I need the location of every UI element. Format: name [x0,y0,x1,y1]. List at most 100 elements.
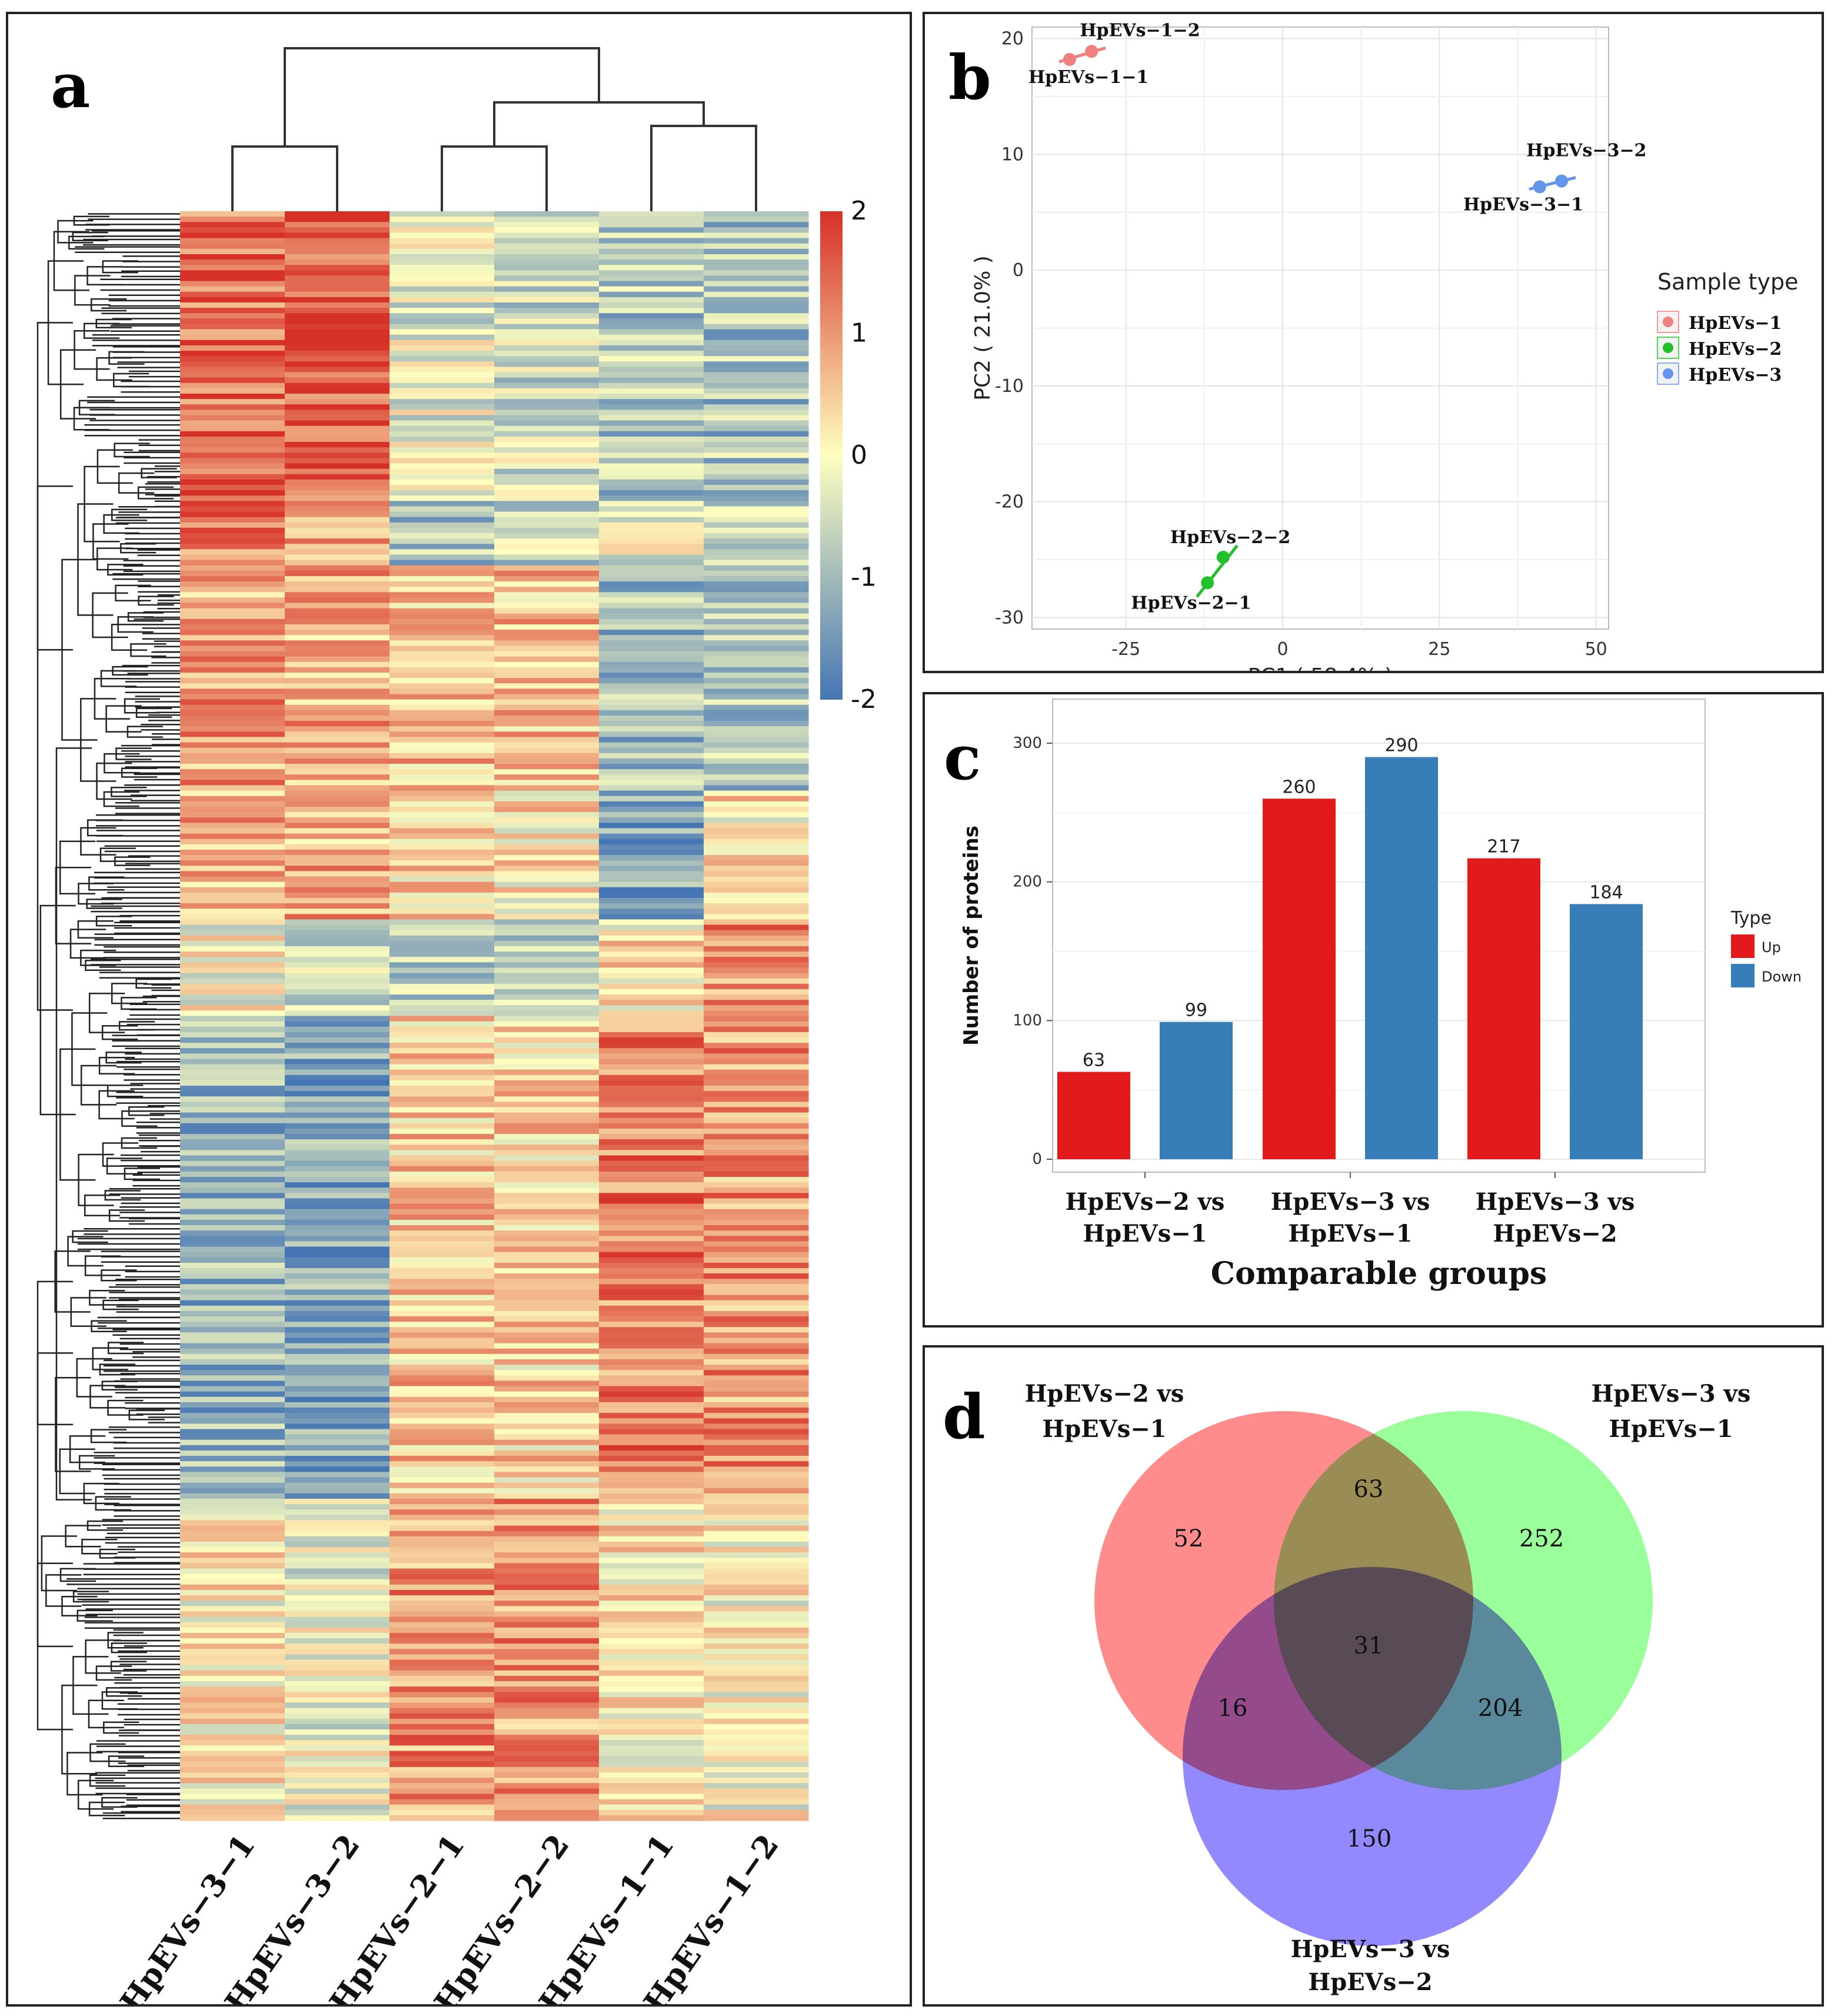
heatmap-cell [599,967,704,974]
heatmap-cell [389,1718,495,1725]
heatmap-cell [180,286,285,292]
scatter-point [1201,576,1214,590]
heatmap-cell [494,1010,600,1017]
heatmap-cell [180,710,285,716]
heatmap-cell [494,1649,600,1655]
heatmap-cell [599,1423,704,1430]
heatmap-cell [285,1573,390,1580]
heatmap-cell [389,544,495,550]
heatmap-cell [285,1338,390,1344]
heatmap-cell [494,1279,600,1285]
bar [1057,1072,1130,1159]
heatmap-cell [599,1289,704,1296]
heatmap-cell [389,324,495,330]
heatmap-cell [494,1638,600,1644]
panel-a-letter: a [51,49,91,122]
heatmap-cell [494,726,600,732]
heatmap-cell [494,699,600,706]
heatmap-cell [180,291,285,298]
heatmap-cell [180,1166,285,1172]
heatmap-cell [494,217,600,222]
legend-label: Down [1762,969,1802,985]
heatmap-cell [599,656,704,663]
heatmap-cell [285,1579,390,1585]
heatmap-cell [704,1338,809,1344]
dendrogram-branch [55,747,92,1501]
heatmap-cell [704,1300,809,1306]
heatmap-cell [285,812,390,818]
heatmap-cell [285,1139,390,1145]
heatmap-cell [389,849,495,856]
heatmap-cell [389,1477,495,1483]
heatmap-cell [180,1692,285,1698]
heatmap-cell [494,1048,600,1054]
heatmap-cell [285,742,390,748]
heatmap-cell [285,1632,390,1639]
heatmap-cell [599,1316,704,1322]
heatmap-cell [494,790,600,797]
heatmap-cell [180,753,285,759]
heatmap-cell [285,1262,390,1269]
heatmap-cell [389,1429,495,1435]
heatmap-cell [180,1638,285,1644]
heatmap-cell [180,731,285,738]
heatmap-cell [599,694,704,700]
heatmap-cell [494,989,600,995]
heatmap-cell [494,1219,600,1226]
heatmap-cell [494,1289,600,1296]
series-fit-line [1196,544,1239,598]
heatmap-cell [494,442,600,448]
heatmap-cell [599,575,704,582]
heatmap-cell [389,1380,495,1387]
heatmap-cell [704,715,809,721]
x-tick-label: HpEVs−2 vs [1066,1188,1225,1216]
heatmap-cell [599,1616,704,1623]
heatmap-cell [389,646,495,652]
heatmap-cell [599,1391,704,1398]
heatmap-cell [494,603,600,609]
heatmap-cell [285,232,390,239]
heatmap-cell [285,790,390,797]
heatmap-cell [285,270,390,276]
heatmap-cell [494,1601,600,1606]
heatmap-cell [599,436,704,443]
heatmap-cell [285,1353,390,1360]
heatmap-cell [599,1262,704,1269]
heatmap-cell [285,1112,390,1119]
heatmap-cell [494,661,600,668]
heatmap-cell [494,1515,600,1521]
heatmap-cell [494,1037,600,1043]
heatmap-cell [285,361,390,367]
heatmap-cell [599,1086,704,1092]
heatmap-cell [704,1160,809,1167]
heatmap-cell [285,570,390,577]
heatmap-cell [599,565,704,571]
heatmap-cell [494,356,600,362]
heatmap-cell [180,1718,285,1725]
heatmap-cell [285,1016,390,1022]
x-tick-label: HpEVs−3 vs [1271,1188,1430,1216]
heatmap-cell [494,871,600,877]
heatmap-cell [599,753,704,759]
heatmap-cell [494,1579,600,1585]
heatmap-cell [704,1611,809,1618]
heatmap-cell [704,742,809,748]
heatmap-cell [704,361,809,367]
heatmap-cell [389,1799,495,1805]
heatmap-cell [389,1418,495,1424]
heatmap-cell [389,1558,495,1563]
heatmap-cell [704,1107,809,1113]
heatmap-cell [389,1043,495,1049]
heatmap-cell [180,1761,285,1768]
bar-value-label: 290 [1384,736,1418,756]
heatmap-cell [599,688,704,695]
heatmap-cell [389,940,495,947]
heatmap-cell [704,275,809,282]
heatmap-cell [180,415,285,421]
heatmap-cell [599,1386,704,1392]
heatmap-cell [494,1799,600,1805]
heatmap-cell [285,597,390,604]
heatmap-cell [494,962,600,969]
heatmap-cell [389,1423,495,1430]
heatmap-cell [285,533,390,539]
